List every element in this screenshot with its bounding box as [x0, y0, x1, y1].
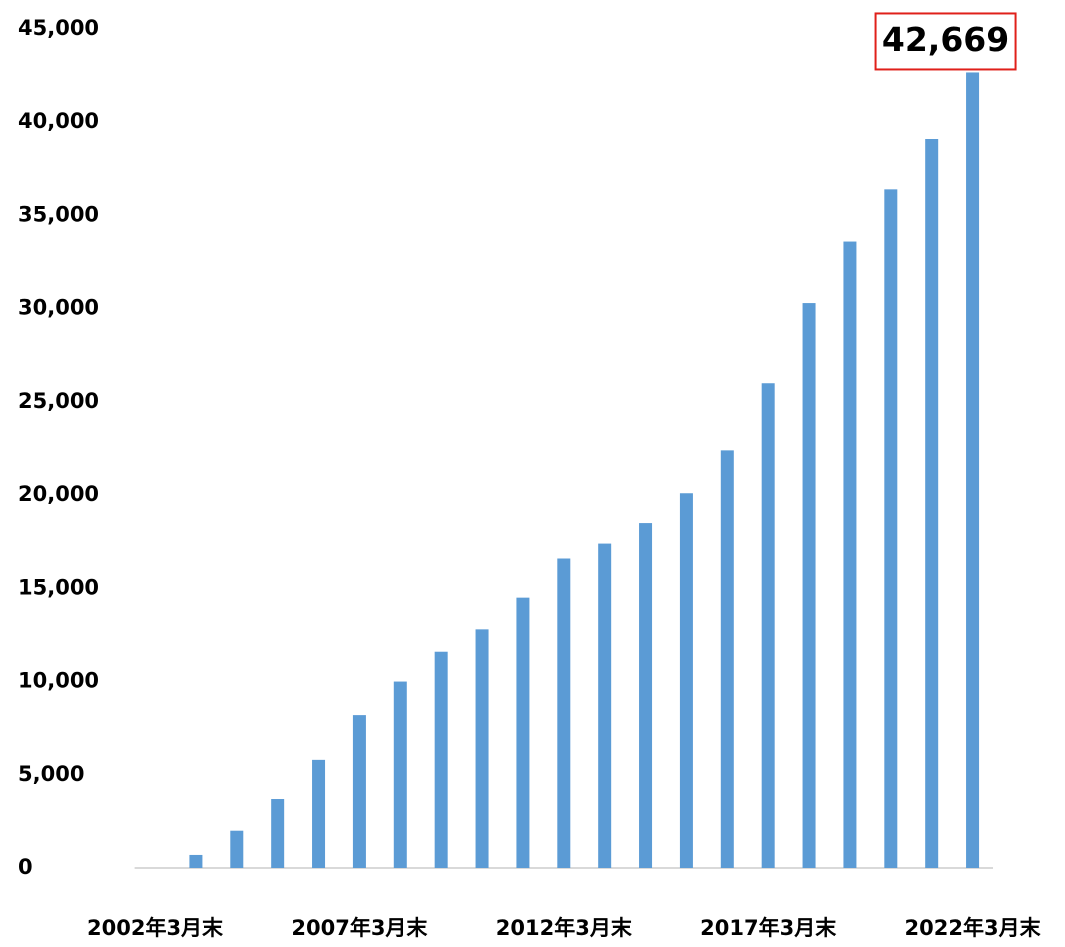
bar — [352, 715, 366, 868]
y-tick-label: 0 — [18, 855, 33, 879]
bar — [271, 799, 285, 868]
value-label: 42,669 — [882, 20, 1009, 59]
value-label-box — [874, 12, 1017, 71]
bar — [925, 139, 939, 869]
y-tick-label: 40,000 — [18, 109, 99, 133]
y-tick-label: 35,000 — [18, 202, 99, 226]
y-tick-label: 15,000 — [18, 575, 99, 599]
bar — [557, 558, 571, 868]
x-tick-label: 2017年3月末 — [700, 916, 837, 940]
bar — [230, 830, 244, 868]
bar — [598, 543, 612, 868]
bar — [761, 383, 775, 868]
x-tick-label: 2002年3月末 — [87, 916, 224, 940]
bar — [679, 493, 693, 868]
x-tick-label: 2007年3月末 — [291, 916, 428, 940]
bar — [312, 759, 326, 868]
bar — [843, 241, 857, 869]
y-tick-label: 45,000 — [18, 16, 99, 40]
bar — [884, 189, 898, 868]
y-tick-label: 5,000 — [18, 762, 84, 786]
y-tick-label: 30,000 — [18, 296, 99, 320]
bar — [966, 72, 980, 868]
y-tick-label: 10,000 — [18, 669, 99, 693]
bar — [516, 597, 530, 868]
y-tick-label: 25,000 — [18, 389, 99, 413]
bar — [802, 303, 816, 868]
x-tick-label: 2022年3月末 — [905, 916, 1042, 940]
y-tick-label: 20,000 — [18, 482, 99, 506]
bar — [393, 681, 407, 868]
x-tick-label: 2012年3月末 — [496, 916, 633, 940]
bar — [720, 450, 734, 868]
bar — [475, 629, 489, 868]
bar — [189, 854, 203, 868]
bar — [639, 523, 653, 868]
bar — [434, 651, 448, 868]
